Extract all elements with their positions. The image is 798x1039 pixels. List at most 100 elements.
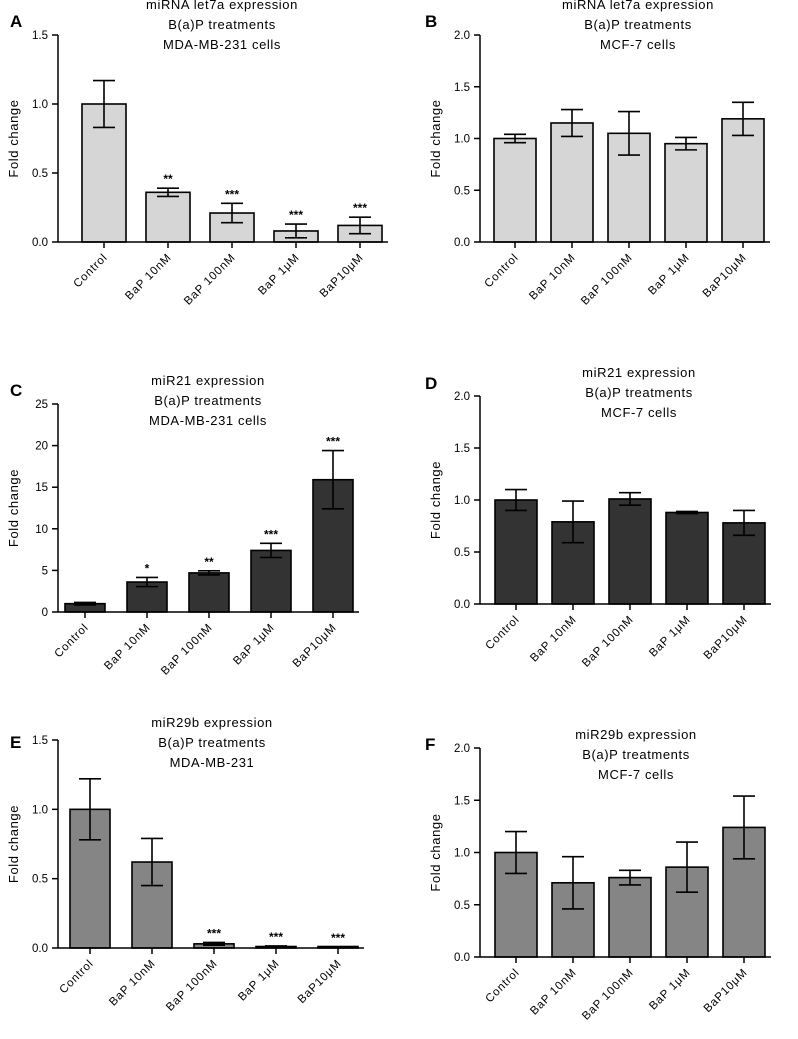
y-tick-label: 1.5 <box>454 82 470 94</box>
y-tick-label: 0.5 <box>454 547 470 559</box>
chart-title-line: B(a)P treatments <box>154 393 262 408</box>
chart-title-line: MCF-7 cells <box>598 767 674 782</box>
x-tick-label: BaP 1μM <box>236 958 282 1004</box>
significance-label: *** <box>207 926 221 940</box>
y-tick-label: 0 <box>42 607 48 619</box>
y-tick-label: 0.0 <box>32 943 48 955</box>
significance-label: ** <box>163 172 173 186</box>
y-tick-label: 1.0 <box>454 848 470 860</box>
chart-title-line: miRNA let7a expression <box>146 0 298 12</box>
panel-label: C <box>10 381 22 400</box>
panel-label: B <box>425 12 437 31</box>
significance-label: *** <box>269 930 283 944</box>
y-axis-label: Fold change <box>6 805 21 883</box>
significance-label: *** <box>225 187 239 201</box>
chart-title-line: B(a)P treatments <box>158 735 266 750</box>
y-tick-label: 1.0 <box>32 99 48 111</box>
x-tick-label: Control <box>57 958 96 997</box>
y-axis-label: Fold change <box>428 813 443 891</box>
y-tick-label: 2.0 <box>454 30 470 42</box>
x-tick-label: BaP 1μM <box>646 252 692 298</box>
y-tick-label: 5 <box>42 565 48 577</box>
y-tick-label: 1.0 <box>32 804 48 816</box>
y-tick-label: 10 <box>35 524 48 536</box>
x-tick-label: BaP10μM <box>318 252 366 300</box>
significance-label: *** <box>326 435 340 449</box>
chart-title-line: B(a)P treatments <box>168 17 276 32</box>
y-tick-label: 1.0 <box>454 134 470 146</box>
significance-label: *** <box>331 931 345 945</box>
x-tick-label: BaP 100nM <box>579 252 635 308</box>
significance-label: * <box>145 561 150 575</box>
bar <box>721 118 765 243</box>
bar <box>608 498 652 605</box>
bar <box>664 142 708 243</box>
bar <box>608 876 652 958</box>
y-tick-label: 20 <box>35 441 48 453</box>
y-tick-label: 1.0 <box>454 495 470 507</box>
bar <box>131 861 173 949</box>
significance-label: *** <box>353 201 367 215</box>
y-tick-label: 0.0 <box>454 237 470 249</box>
chart-title-line: MDA-MB-231 cells <box>163 37 281 52</box>
chart-title-line: B(a)P treatments <box>584 17 692 32</box>
y-axis-label: Fold change <box>6 99 21 177</box>
y-tick-label: 15 <box>35 482 48 494</box>
x-tick-label: BaP 10nM <box>527 252 578 303</box>
x-tick-label: BaP 1μM <box>256 252 302 298</box>
bar <box>722 522 766 605</box>
x-tick-label: BaP10μM <box>296 958 344 1006</box>
bar <box>188 572 230 613</box>
x-tick-label: BaP 1μM <box>647 967 693 1013</box>
x-tick-label: BaP10μM <box>701 252 749 300</box>
y-tick-label: 0.5 <box>454 185 470 197</box>
chart-title-line: B(a)P treatments <box>582 747 690 762</box>
chart-title-line: MDA-MB-231 <box>170 755 255 770</box>
panel-label: A <box>10 12 22 31</box>
y-tick-label: 1.5 <box>454 795 470 807</box>
x-tick-label: BaP 100nM <box>159 622 215 678</box>
y-tick-label: 0.5 <box>32 168 48 180</box>
chart-title-line: MCF-7 cells <box>600 37 676 52</box>
x-tick-label: Control <box>483 614 522 653</box>
x-tick-label: Control <box>52 622 91 661</box>
x-tick-label: BaP 100nM <box>580 967 636 1023</box>
y-axis-label: Fold change <box>6 469 21 547</box>
y-tick-label: 1.5 <box>32 30 48 42</box>
x-tick-label: BaP10μM <box>702 967 750 1015</box>
x-tick-label: BaP 10nM <box>528 614 579 665</box>
x-tick-label: BaP10μM <box>702 614 750 662</box>
bar <box>250 549 292 613</box>
x-tick-label: BaP 10nM <box>107 958 158 1009</box>
y-tick-label: 1.5 <box>32 735 48 747</box>
significance-label: *** <box>289 208 303 222</box>
x-tick-label: Control <box>483 967 522 1006</box>
x-tick-label: BaP 1μM <box>647 614 693 660</box>
chart-title-line: miR29b expression <box>151 715 272 730</box>
significance-label: ** <box>204 555 214 569</box>
x-tick-label: BaP 100nM <box>164 958 220 1014</box>
y-tick-label: 2.0 <box>454 743 470 755</box>
bar <box>145 191 191 243</box>
x-tick-label: BaP10μM <box>291 622 339 670</box>
bar <box>550 122 594 243</box>
bar <box>493 137 537 243</box>
chart-title-line: MCF-7 cells <box>601 405 677 420</box>
y-tick-label: 2.0 <box>454 391 470 403</box>
y-axis-label: Fold change <box>428 99 443 177</box>
y-axis-label: Fold change <box>428 461 443 539</box>
y-tick-label: 0.5 <box>454 900 470 912</box>
x-tick-label: BaP 1μM <box>231 622 277 668</box>
y-tick-label: 1.5 <box>454 443 470 455</box>
x-tick-label: BaP 100nM <box>182 252 238 308</box>
chart-title-line: miR29b expression <box>575 727 696 742</box>
x-tick-label: BaP 10nM <box>123 252 174 303</box>
panel-label: D <box>425 374 437 393</box>
x-tick-label: Control <box>482 252 521 291</box>
